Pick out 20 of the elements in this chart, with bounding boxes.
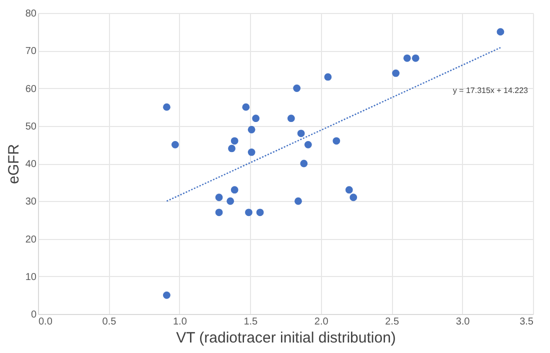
y-tick-label: 20 bbox=[25, 234, 37, 246]
y-tick-label: 60 bbox=[25, 84, 37, 95]
x-tick-label: 2.0 bbox=[314, 316, 329, 328]
y-tick-label: 30 bbox=[25, 196, 37, 208]
x-tick-label: 0.0 bbox=[38, 316, 53, 328]
x-tick-label: 1.0 bbox=[172, 316, 188, 328]
y-tick-label: 70 bbox=[25, 46, 37, 58]
annotation: y = 17.315x + 14.223 bbox=[452, 86, 529, 95]
x-tick-label: 0.5 bbox=[102, 316, 117, 328]
x-tick-label: 3.0 bbox=[456, 316, 470, 328]
y-tick-label: 0 bbox=[30, 310, 37, 320]
y-axis-title: eGFR bbox=[5, 144, 22, 184]
y-tick-label: 10 bbox=[25, 272, 37, 283]
x-tick-label: 3.5 bbox=[520, 316, 534, 328]
x-tick-label: 2.5 bbox=[385, 316, 400, 328]
y-tick-label: 80 bbox=[25, 8, 37, 20]
y-tick-label: 40 bbox=[25, 159, 37, 170]
x-axis-title: VT (radiotracer initial distribution) bbox=[176, 330, 396, 346]
x-tick-label: 1.5 bbox=[244, 316, 258, 328]
y-tick-label: 50 bbox=[25, 121, 37, 132]
